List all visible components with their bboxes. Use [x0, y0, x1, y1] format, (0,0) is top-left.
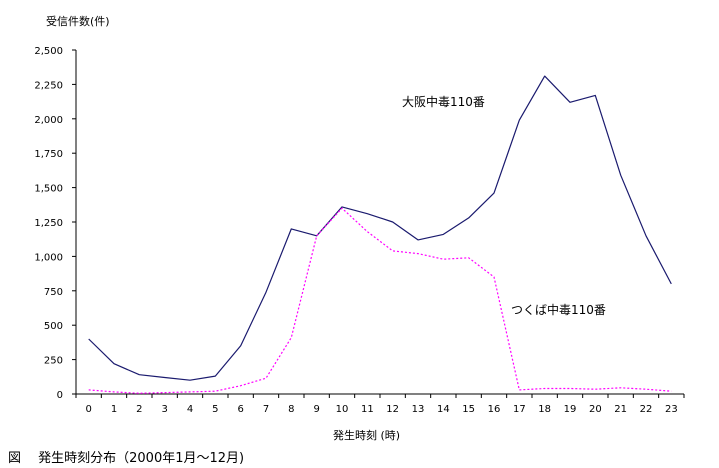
x-tick-label: 9: [313, 404, 319, 415]
x-tick-label: 6: [237, 404, 243, 415]
x-tick-label: 2: [136, 404, 142, 415]
x-tick-label: 11: [361, 404, 374, 415]
y-axis-title: 受信件数(件): [46, 15, 110, 28]
y-axis-ticks: 0 250 500 750 1,000 1,250 1,500 1,750 2,000 2,250…: [34, 46, 76, 401]
x-tick-label: 21: [614, 404, 627, 415]
x-tick-label: 4: [187, 404, 193, 415]
x-tick-label: 5: [212, 404, 218, 415]
x-tick-label: 13: [412, 404, 425, 415]
y-tick-label: 750: [44, 287, 63, 298]
x-tick-label: 23: [665, 404, 678, 415]
series-line-tsukuba: [88, 207, 672, 394]
series-lines: [88, 75, 672, 394]
x-tick-label: 22: [640, 404, 653, 415]
y-tick-label: 1,250: [34, 218, 63, 229]
y-tick-label: 2,250: [34, 80, 63, 91]
y-tick-label: 500: [44, 321, 63, 332]
x-tick-label: 16: [488, 404, 501, 415]
x-tick-label: 12: [386, 404, 399, 415]
y-tick-label: 2,000: [34, 115, 63, 126]
x-tick-label: 8: [288, 404, 294, 415]
series-label-tsukuba: つくば中毒110番: [511, 303, 606, 317]
x-tick-label: 10: [336, 404, 349, 415]
series-line-osaka: [88, 75, 672, 381]
axes: [75, 50, 684, 395]
x-tick-label: 20: [589, 404, 602, 415]
y-tick-label: 250: [44, 356, 63, 367]
y-tick-label: 1,750: [34, 149, 63, 160]
y-tick-label: 0: [57, 390, 63, 401]
x-tick-label: 18: [538, 404, 551, 415]
y-tick-label: 1,500: [34, 184, 63, 195]
x-tick-label: 19: [564, 404, 577, 415]
figure-caption: 図 発生時刻分布（2000年1月～12月): [8, 451, 245, 466]
x-axis-title: 発生時刻 (時): [333, 429, 401, 442]
x-tick-label: 15: [462, 404, 475, 415]
x-tick-label: 14: [437, 404, 450, 415]
x-tick-label: 1: [111, 404, 117, 415]
y-tick-label: 1,000: [34, 252, 63, 263]
chart: 02505007501,0001,2501,5001,7502,0002,250…: [34, 46, 685, 415]
x-tick-label: 0: [85, 404, 91, 415]
x-tick-label: 3: [161, 404, 167, 415]
x-tick-label: 7: [263, 404, 269, 415]
series-label-osaka: 大阪中毒110番: [402, 95, 485, 109]
x-axis-ticks: 0 1 2 3 4 5 6 7 8 9 10 11 12 13 14 15 16 17 18 19 20 21 22 23: [75, 394, 685, 415]
x-tick-label: 17: [513, 404, 526, 415]
y-tick-label: 2,500: [34, 46, 63, 57]
